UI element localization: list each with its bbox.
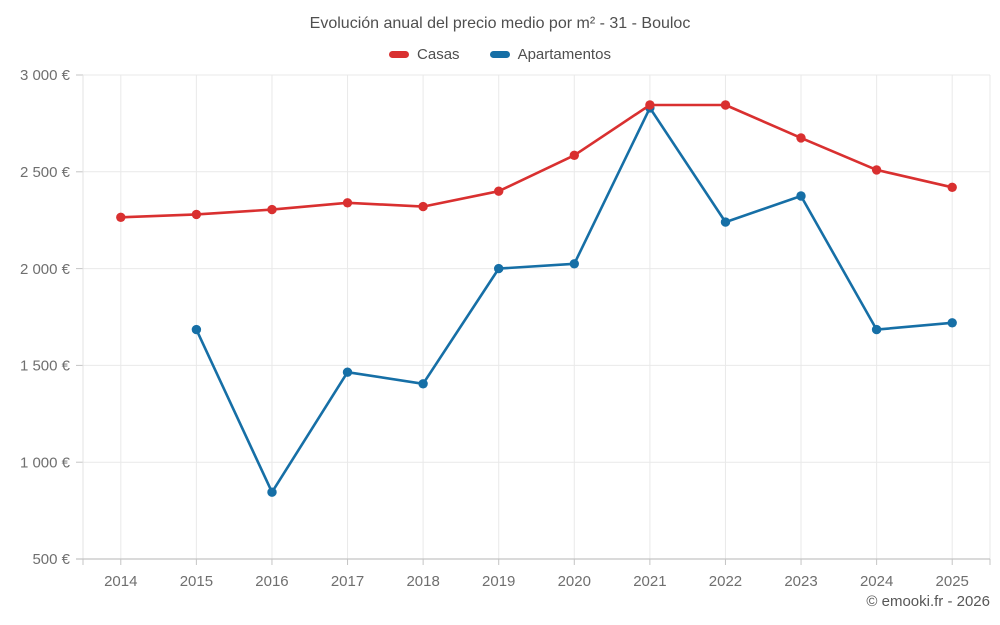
x-tick-label: 2022	[709, 573, 742, 590]
point-casas-2015[interactable]	[191, 209, 202, 220]
point-apartamentos-2025[interactable]	[947, 318, 957, 328]
point-apartamentos-2017[interactable]	[342, 367, 353, 377]
legend-swatch-casas-icon	[389, 51, 410, 58]
chart-title: Evolución anual del precio medio por m² …	[309, 15, 691, 32]
point-casas-2024[interactable]	[871, 165, 882, 175]
point-casas-2023[interactable]	[796, 133, 806, 143]
point-casas-2014[interactable]	[116, 212, 126, 222]
point-apartamentos-2022[interactable]	[720, 217, 731, 227]
point-apartamentos-2015[interactable]	[191, 324, 202, 335]
y-tick-label: 3 000 €	[20, 67, 71, 84]
x-tick-label: 2021	[633, 573, 666, 590]
y-tick-label: 2 500 €	[20, 164, 71, 181]
point-casas-2022[interactable]	[720, 100, 731, 110]
point-casas-2017[interactable]	[342, 198, 353, 208]
copyright-credit: © emooki.fr - 2026	[866, 593, 990, 610]
x-tick-label: 2016	[255, 573, 288, 590]
x-tick-label: 2024	[860, 573, 893, 590]
point-casas-2018[interactable]	[418, 201, 428, 212]
chart-legend: Casas Apartamentos	[0, 46, 1000, 63]
legend-label-casas: Casas	[417, 46, 460, 63]
x-tick-label: 2025	[936, 573, 969, 590]
legend-item-casas[interactable]: Casas	[389, 46, 460, 63]
x-tick-label: 2023	[784, 573, 817, 590]
x-tick-label: 2019	[482, 573, 515, 590]
y-tick-label: 2 000 €	[20, 261, 71, 278]
legend-item-apartamentos[interactable]: Apartamentos	[489, 46, 611, 63]
legend-label-apartamentos: Apartamentos	[517, 46, 611, 63]
x-tick-label: 2014	[104, 573, 137, 590]
point-apartamentos-2024[interactable]	[871, 324, 882, 335]
casas-line	[119, 103, 954, 219]
point-apartamentos-2016[interactable]	[267, 487, 277, 497]
point-apartamentos-2019[interactable]	[494, 263, 504, 274]
point-casas-2020[interactable]	[569, 150, 579, 160]
y-tick-label: 1 000 €	[20, 454, 71, 471]
point-casas-2025[interactable]	[947, 182, 957, 192]
point-casas-2016[interactable]	[267, 204, 277, 215]
legend-swatch-apartamentos-icon	[489, 51, 510, 58]
point-apartamentos-2018[interactable]	[418, 379, 428, 389]
y-tick-label: 1 500 €	[20, 358, 71, 375]
x-tick-label: 2020	[558, 573, 591, 590]
point-casas-2019[interactable]	[494, 186, 504, 196]
point-apartamentos-2020[interactable]	[569, 259, 579, 269]
x-tick-label: 2017	[331, 573, 364, 590]
x-tick-label: 2015	[180, 573, 213, 590]
x-tick-label: 2018	[406, 573, 439, 590]
point-apartamentos-2023[interactable]	[796, 191, 806, 201]
point-casas-2021[interactable]	[645, 100, 655, 110]
y-tick-label: 500 €	[32, 551, 70, 568]
